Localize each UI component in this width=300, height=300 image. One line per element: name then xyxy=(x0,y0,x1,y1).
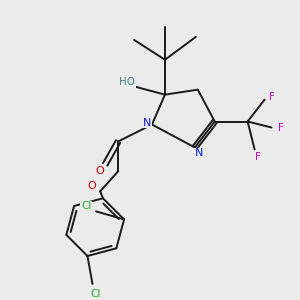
Text: N: N xyxy=(195,148,203,158)
Text: F: F xyxy=(278,122,284,133)
Text: Cl: Cl xyxy=(90,289,100,299)
Text: F: F xyxy=(268,92,274,102)
Text: Cl: Cl xyxy=(81,202,92,212)
Text: N: N xyxy=(143,118,151,128)
Text: O: O xyxy=(88,181,97,191)
Text: HO: HO xyxy=(119,77,135,87)
Text: O: O xyxy=(96,167,105,176)
Text: F: F xyxy=(255,152,260,162)
